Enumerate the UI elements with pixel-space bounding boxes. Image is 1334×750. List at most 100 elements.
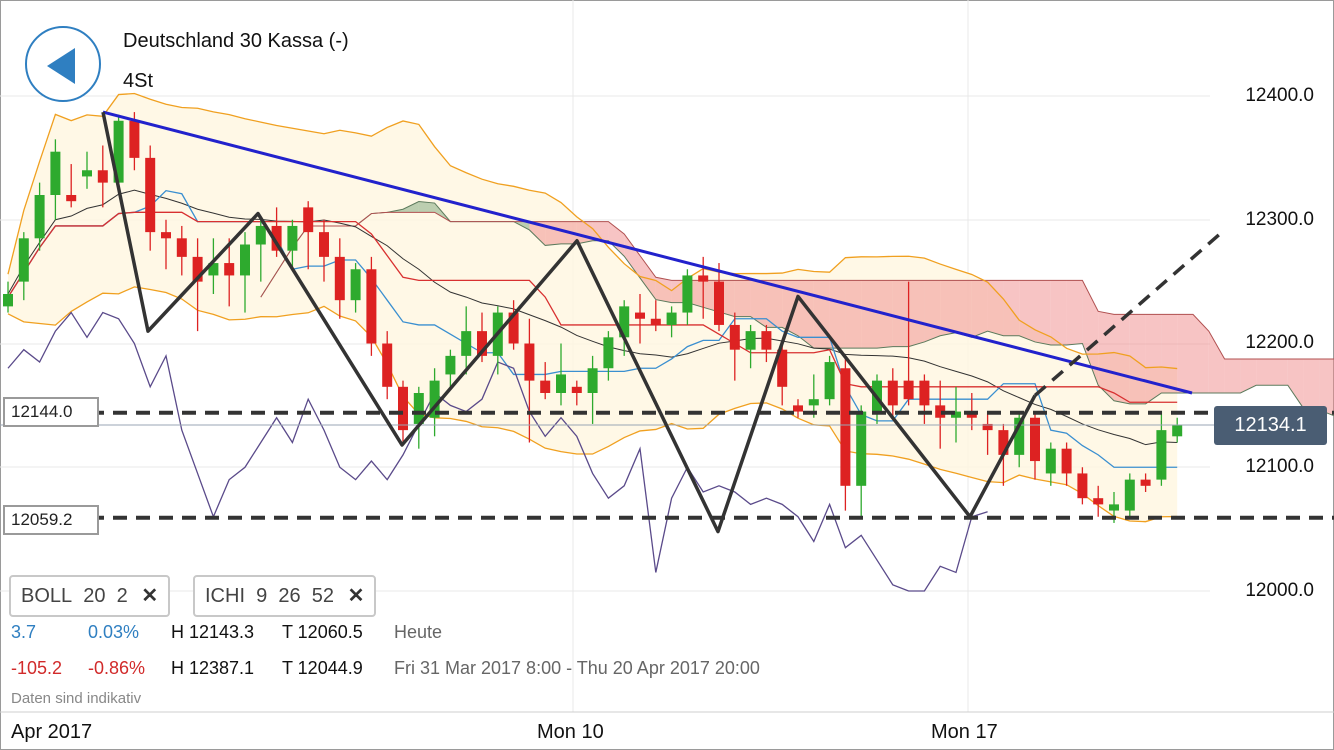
- candle-body: [398, 386, 408, 431]
- ichimoku-cloud-segment: [1287, 358, 1304, 409]
- ichimoku-cloud-segment: [861, 280, 877, 349]
- y-tick-label: 12100.0: [1245, 456, 1314, 477]
- candle-body: [619, 306, 630, 338]
- candle-body: [366, 269, 377, 344]
- candle-body: [287, 225, 298, 251]
- candle-body: [635, 312, 645, 319]
- candle-body: [1172, 425, 1183, 437]
- candle-body: [777, 349, 788, 387]
- ichi-p3: 52: [311, 585, 334, 607]
- candle-body: [761, 331, 772, 350]
- ichimoku-cloud-segment: [1098, 311, 1114, 401]
- candle-body: [729, 324, 740, 350]
- candle-body: [429, 380, 440, 418]
- candle-body: [682, 275, 693, 313]
- ichimoku-cloud-segment: [924, 280, 941, 342]
- ichimoku-cloud-segment: [403, 201, 419, 213]
- candle-body: [698, 275, 709, 282]
- period-low: T 12044.9: [282, 658, 363, 678]
- candle-body: [935, 405, 946, 418]
- ichi-p1: 9: [256, 585, 268, 607]
- back-arrow-icon: [47, 48, 75, 84]
- ichimoku-cloud-segment: [655, 277, 672, 303]
- ichimoku-cloud-segment: [1193, 314, 1209, 393]
- candle-body: [461, 331, 472, 356]
- candle-body: [240, 244, 250, 276]
- candle-body: [303, 207, 314, 233]
- candle-body: [540, 380, 551, 393]
- candle-body: [556, 374, 566, 393]
- ichimoku-cloud-segment: [418, 201, 435, 213]
- x-axis-label: Mon 17: [931, 721, 998, 743]
- period-pct: -0.86%: [88, 658, 146, 678]
- level-label-upper: 12144.0: [3, 397, 99, 427]
- today-low: T 12060.5: [282, 622, 363, 642]
- candle-body: [97, 170, 108, 183]
- today-label: Heute: [394, 622, 443, 642]
- ichimoku-cloud-segment: [1177, 314, 1193, 393]
- ichimoku-cloud-segment: [971, 280, 988, 338]
- candle-body: [587, 368, 598, 393]
- ichi-name: ICHI: [205, 585, 245, 607]
- candle-body: [413, 393, 424, 424]
- ichimoku-cloud-segment: [940, 280, 956, 336]
- trendline: [102, 110, 1193, 395]
- boll-indicator-chip[interactable]: BOLL 20 2 ✕: [9, 575, 171, 617]
- candle-body: [192, 256, 203, 282]
- candle-body: [319, 232, 329, 257]
- ichimoku-cloud-segment: [750, 280, 767, 328]
- ichimoku-cloud-segment: [892, 280, 909, 347]
- ichimoku-cloud-segment: [845, 280, 862, 349]
- candle-body: [3, 294, 13, 307]
- ichimoku-cloud-segment: [1272, 358, 1288, 386]
- candle-body: [1140, 479, 1151, 486]
- close-icon[interactable]: ✕: [141, 585, 159, 607]
- candle-body: [903, 380, 914, 400]
- candle-body: [887, 380, 898, 406]
- disclaimer: Daten sind indikativ: [11, 690, 142, 707]
- candle-body: [445, 355, 456, 375]
- candle-body: [82, 170, 92, 177]
- instrument-title: Deutschland 30 Kassa (-): [123, 30, 349, 52]
- candle-body: [334, 256, 345, 301]
- candle-body: [1030, 417, 1040, 462]
- interval-label: 4St: [123, 70, 154, 92]
- zigzag-pattern: [101, 111, 1037, 534]
- candle-body: [840, 368, 851, 486]
- ichimoku-cloud-segment: [608, 221, 625, 257]
- candle-body: [350, 269, 361, 301]
- today-high: H 12143.3: [171, 622, 255, 642]
- ichimoku-cloud-segment: [1208, 331, 1225, 393]
- ichimoku-cloud-segment: [1066, 280, 1083, 346]
- candle-body: [1156, 430, 1167, 480]
- candle-body: [951, 411, 961, 418]
- y-tick-label: 12000.0: [1245, 580, 1314, 601]
- ichimoku-cloud-segment: [1019, 280, 1035, 342]
- ichimoku-cloud-segment: [624, 233, 640, 278]
- candle-body: [982, 423, 993, 431]
- candle-body: [176, 238, 187, 257]
- candle-body: [524, 343, 535, 381]
- kijun-sen: [7, 211, 1178, 403]
- ichimoku-cloud-segment: [1319, 358, 1334, 416]
- ichimoku-cloud-segment: [813, 280, 830, 349]
- candle-body: [650, 318, 661, 325]
- ichi-indicator-chip[interactable]: ICHI 9 26 52 ✕: [193, 575, 377, 617]
- close-icon[interactable]: ✕: [347, 585, 365, 607]
- candle-body: [808, 399, 819, 406]
- back-button[interactable]: [25, 26, 101, 102]
- bollinger-mid: [7, 189, 1178, 446]
- ichimoku-cloud-segment: [956, 280, 972, 338]
- period-change: -105.2: [11, 658, 63, 678]
- bollinger-upper: [7, 92, 1178, 370]
- candle-body: [571, 386, 582, 393]
- today-pct: 0.03%: [88, 622, 140, 642]
- ichimoku-cloud-segment: [1224, 358, 1241, 393]
- ichimoku-cloud-segment: [987, 280, 1004, 336]
- candle-body: [1093, 498, 1104, 505]
- candle-body: [919, 380, 930, 406]
- ichimoku-cloud-segment: [766, 280, 783, 328]
- candle-body: [998, 430, 1009, 455]
- ichimoku-cloud-segment: [576, 221, 593, 244]
- x-axis-label: Apr 2017: [11, 721, 93, 743]
